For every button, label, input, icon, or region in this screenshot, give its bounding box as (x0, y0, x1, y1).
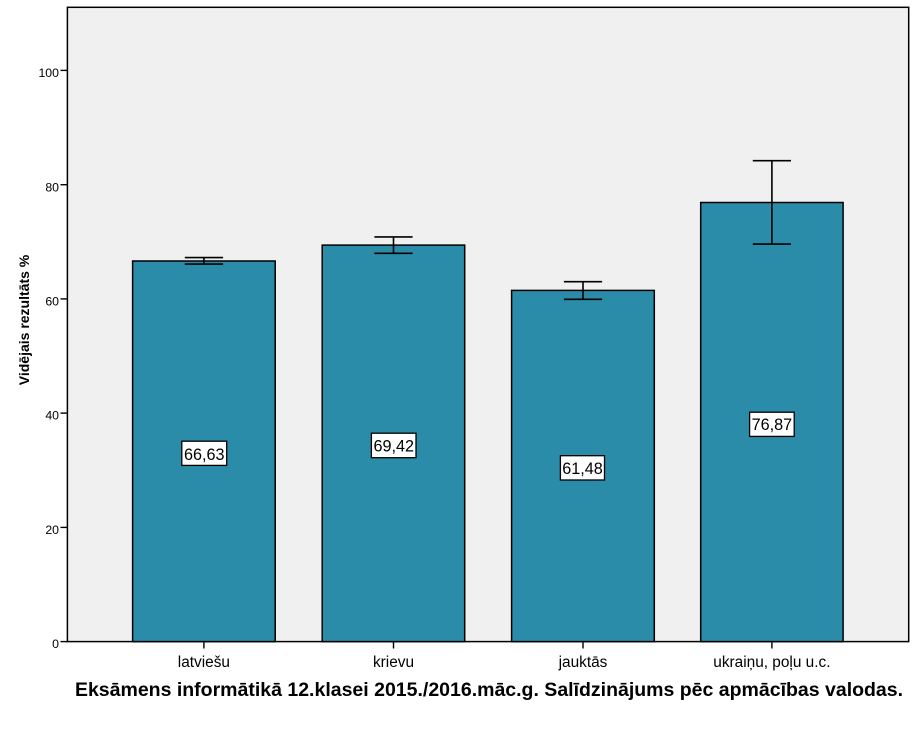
svg-text:krievu: krievu (373, 654, 414, 671)
svg-text:100: 100 (38, 66, 59, 80)
svg-text:80: 80 (45, 180, 59, 194)
svg-text:ukraiņu, poļu u.c.: ukraiņu, poļu u.c. (713, 654, 830, 671)
svg-text:76,87: 76,87 (752, 416, 793, 434)
svg-text:Eksāmens informātikā 12.klasei: Eksāmens informātikā 12.klasei 2015./201… (75, 679, 903, 701)
svg-text:40: 40 (45, 409, 59, 423)
svg-text:0: 0 (52, 637, 59, 651)
svg-text:jauktās: jauktās (558, 654, 608, 671)
svg-text:69,42: 69,42 (373, 437, 414, 455)
svg-text:latviešu: latviešu (178, 654, 230, 671)
svg-text:61,48: 61,48 (562, 460, 603, 478)
svg-text:20: 20 (45, 523, 59, 537)
svg-text:Vidējais rezultāts %: Vidējais rezultāts % (16, 254, 32, 385)
svg-text:66,63: 66,63 (184, 446, 225, 464)
svg-text:60: 60 (45, 295, 59, 309)
